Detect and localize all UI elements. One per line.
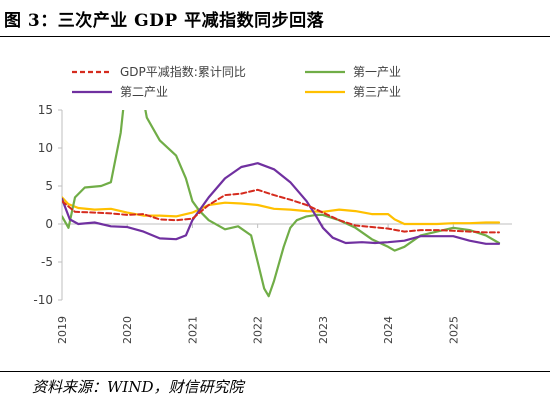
series-line-1 [62, 188, 500, 234]
series-line-3 [62, 162, 501, 245]
source-rule [0, 371, 550, 372]
y-tick-label: -10 [33, 293, 53, 307]
source-note: 资料来源：WIND，财信研究院 [32, 378, 244, 396]
legend-label-4: 第三产业 [353, 85, 401, 99]
x-tick-label: 2021 [186, 316, 199, 344]
legend-label-3: 第二产业 [120, 85, 168, 99]
x-tick-label: 2024 [382, 316, 395, 344]
x-tick-label: 2022 [252, 316, 265, 344]
y-tick-label: 0 [45, 217, 53, 231]
x-tick-label: 2025 [447, 316, 460, 344]
x-tick-label: 2019 [56, 316, 69, 344]
y-tick-label: 5 [45, 179, 53, 193]
x-tick-label: 2020 [121, 316, 134, 344]
title-rule [0, 36, 550, 37]
y-tick-label: -5 [41, 255, 53, 269]
series-line-4 [62, 196, 501, 226]
figure-title: 图 3：三次产业 GDP 平减指数同步回落 [4, 11, 325, 31]
legend-label-2: 第一产业 [353, 65, 401, 79]
series-line-2 [62, 110, 501, 298]
legend-label-1: GDP平减指数:累计同比 [120, 64, 246, 79]
y-tick-label: 15 [38, 103, 53, 117]
x-tick-label: 2023 [317, 316, 330, 344]
y-tick-label: 10 [38, 141, 53, 155]
